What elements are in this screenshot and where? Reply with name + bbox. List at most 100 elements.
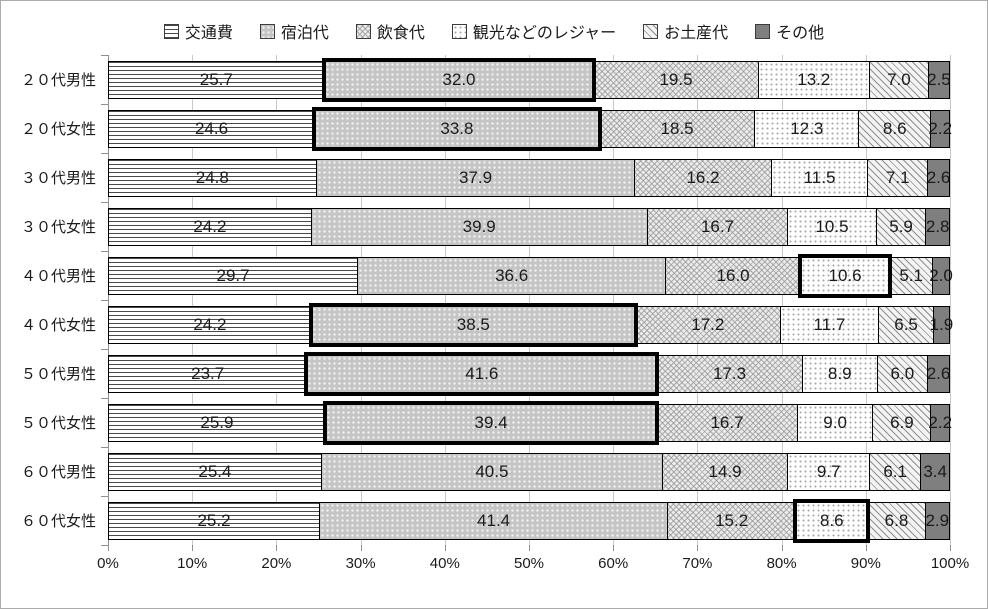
x-axis-tick [529,545,530,551]
bar-segment: 2.2 [928,403,953,442]
bar-segment: 2.9 [925,501,950,540]
x-axis-label: 90% [850,555,881,572]
segment-value-label: 6.0 [890,363,915,383]
legend-swatch-6 [755,23,771,39]
segment-value-label: 8.6 [882,118,907,138]
bar-row: 25.2 41.4 15.2 8.6 6.8 2.9 [108,496,950,545]
bar-segment: 24.6 [108,109,316,148]
x-axis-tick [108,545,109,551]
bar-segment: 40.5 [321,452,663,491]
segment-value-label: 16.0 [716,265,750,285]
bar-segment: 17.2 [635,305,781,344]
x-axis-label: 50% [513,555,545,572]
bar-segment: 6.0 [877,354,929,393]
gridline [613,55,615,545]
bar-segment: 36.6 [358,256,667,295]
bar-row: 29.7 36.6 16.0 10.6 5.1 2.0 [108,251,953,300]
category-label: ６０代女性 [20,513,96,530]
bar-segment: 6.5 [879,305,934,344]
bar-segment: 25.7 [108,60,325,99]
segment-value-label: 39.9 [462,216,496,236]
gridline [529,55,530,545]
stacked-bar: 23.7 41.6 17.3 8.9 6.0 2.6 [108,351,951,396]
bar-segment: 13.2 [758,60,870,99]
segment-value-label: 2.6 [926,363,951,383]
x-axis-label: 80% [766,555,797,572]
y-axis-tick [101,55,108,56]
bar-segment: 11.5 [771,158,869,197]
bar-segment: 6.1 [869,452,922,491]
segment-value-label: 6.1 [883,461,907,481]
gridline [781,55,783,545]
bar-segment: 2.5 [927,60,951,99]
segment-value-label: 11.5 [803,167,836,187]
category-axis: ２０代男性 ２０代女性 ３０代男性 ３０代女性 ４０代男性 ４０代女性 ５０代男性 ５０代女性… [1,55,108,545]
plot-area: 25.7 32.0 19.5 13.2 7.0 2.5 24.6 33.8 18.5 12.3 8.… [101,55,953,551]
x-axis-tick [781,545,783,551]
bar-segment: 16.7 [657,403,798,442]
segment-value-label: 9.7 [816,461,841,481]
category-label: ５０代女性 [20,415,96,432]
bar-row: 23.7 41.6 17.3 8.9 6.0 2.6 [108,349,950,398]
y-axis-tick [101,300,108,301]
bar-segment: 6.9 [873,403,932,442]
bar-segment: 39.9 [311,207,648,246]
bar-segment: 5.1 [890,256,934,295]
bar-segment: 18.5 [599,109,756,148]
segment-value-label: 2.6 [926,167,951,187]
segment-value-label: 2.8 [925,216,950,236]
bar-segment: 15.2 [668,501,797,540]
segment-value-label: 7.0 [887,69,911,89]
bar-segment: 16.2 [635,158,772,197]
segment-value-label: 11.7 [813,314,846,334]
bar-segment: 3.4 [921,452,950,491]
segment-value-label: 38.5 [456,314,490,334]
bar-segment: 33.8 [312,106,602,151]
legend-swatch-5 [643,23,659,39]
segment-value-label: 6.5 [894,314,918,334]
segment-value-label: 16.7 [700,216,735,236]
bar-segment: 24.2 [108,305,312,344]
category-label: ２０代女性 [20,121,96,138]
segment-value-label: 8.9 [827,363,852,383]
segment-value-label: 25.2 [197,510,231,530]
legend-item: 観光などのレジャー [451,19,616,43]
x-axis-tick [276,545,278,551]
stacked-bar: 24.2 38.5 17.2 11.7 6.5 1.9 [108,302,953,347]
bar-row: 25.4 40.5 14.9 9.7 6.1 3.4 [108,447,950,496]
segment-value-label: 25.4 [198,461,232,481]
bar-segment: 19.5 [594,60,759,99]
segment-value-label: 18.5 [660,118,694,138]
segment-value-label: 2.2 [928,118,953,138]
legend-item: 飲食代 [355,19,425,43]
segment-value-label: 5.1 [899,265,923,285]
segment-value-label: 2.5 [927,69,951,89]
segment-value-label: 24.2 [193,216,227,236]
segment-value-label: 36.6 [495,265,529,285]
segment-value-label: 25.9 [200,412,234,432]
legend-item: お土産代 [643,19,728,43]
legend-label: お土産代 [664,25,729,42]
segment-value-label: 32.0 [442,69,476,89]
x-axis-label: 70% [682,555,713,572]
chart-legend: 交通費 宿泊代 飲食代 観光などのレジャー お土産代 その他 [1,11,987,51]
gridline [192,55,194,545]
legend-label: 交通費 [184,25,233,42]
bar-segment: 41.6 [304,351,660,396]
bar-segment: 2.6 [926,354,951,393]
gridline [276,55,278,545]
y-axis-tick [101,398,108,399]
y-axis-tick [101,349,108,350]
segment-value-label: 2.2 [928,412,953,432]
segment-value-label: 8.6 [819,510,844,530]
category-label: ５０代男性 [20,366,96,383]
legend-item: その他 [755,19,824,43]
stacked-bar: 25.9 39.4 16.7 9.0 6.9 2.2 [108,400,953,445]
segment-value-label: 16.7 [710,412,744,432]
stacked-bar: 24.6 33.8 18.5 12.3 8.6 2.2 [108,106,953,151]
stacked-bar: 29.7 36.6 16.0 10.6 5.1 2.0 [108,253,953,298]
gridline [697,55,699,545]
bar-segment: 2.8 [925,207,950,246]
segment-value-label: 14.9 [708,461,742,481]
